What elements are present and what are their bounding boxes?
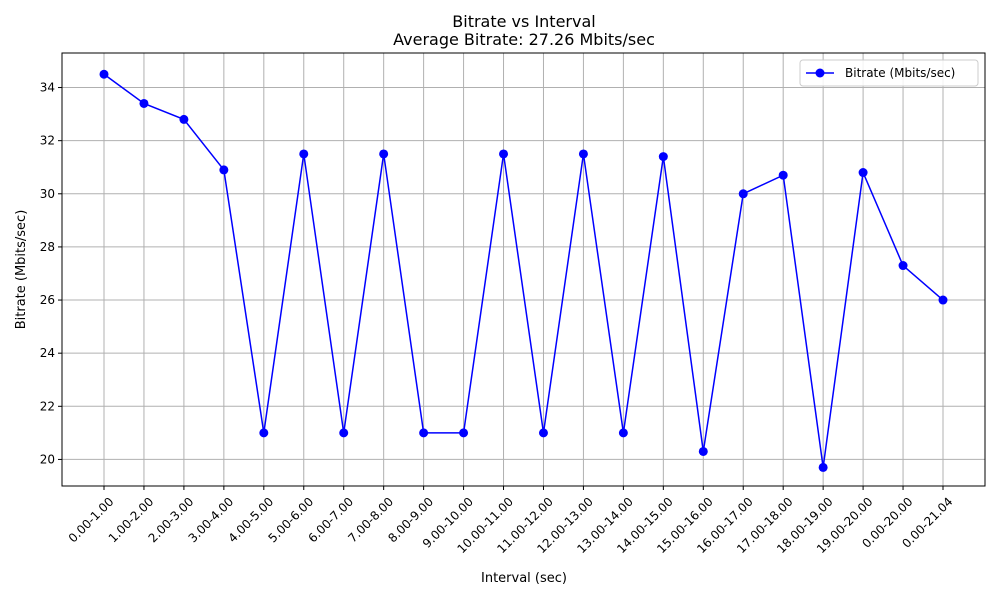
- y-tick-label: 26: [40, 293, 55, 307]
- legend: Bitrate (Mbits/sec): [799, 59, 979, 87]
- series-line: [103, 73, 944, 468]
- data-point: [179, 114, 189, 124]
- data-point: [658, 152, 668, 162]
- x-axis-label: Interval (sec): [481, 571, 567, 586]
- data-point: [578, 149, 588, 159]
- chart-title: Bitrate vs Interval: [452, 12, 595, 31]
- data-point: [379, 149, 389, 159]
- data-point: [339, 428, 349, 438]
- data-point: [139, 98, 149, 108]
- data-point: [538, 428, 548, 438]
- data-point: [938, 295, 948, 305]
- data-point: [499, 149, 509, 159]
- grid: [62, 53, 985, 486]
- legend-marker-swatch: [815, 68, 825, 78]
- series-layer: [99, 69, 948, 472]
- legend-label: Bitrate (Mbits/sec): [845, 66, 955, 80]
- plot-area-frame: [61, 52, 986, 487]
- data-point: [698, 446, 708, 456]
- data-point: [818, 462, 828, 472]
- data-point: [778, 170, 788, 180]
- y-tick-label: 20: [40, 452, 55, 466]
- axis-ticks: 0.00-1.001.00-2.002.00-3.003.00-4.004.00…: [40, 81, 956, 557]
- y-tick-label: 34: [40, 81, 55, 95]
- data-point: [99, 69, 109, 79]
- data-point: [738, 189, 748, 199]
- y-tick-label: 32: [40, 134, 55, 148]
- data-point: [898, 261, 908, 271]
- y-tick-label: 28: [40, 240, 55, 254]
- y-tick-label: 24: [40, 346, 55, 360]
- data-point: [459, 428, 469, 438]
- data-point: [419, 428, 429, 438]
- y-tick-label: 22: [40, 399, 55, 413]
- chart-subtitle: Average Bitrate: 27.26 Mbits/sec: [393, 30, 655, 49]
- y-axis-label: Bitrate (Mbits/sec): [14, 210, 29, 330]
- data-point: [618, 428, 628, 438]
- legend-box: [799, 59, 979, 87]
- data-point: [219, 165, 229, 175]
- data-point: [259, 428, 269, 438]
- data-point: [299, 149, 309, 159]
- data-point: [858, 168, 868, 178]
- y-tick-label: 30: [40, 187, 55, 201]
